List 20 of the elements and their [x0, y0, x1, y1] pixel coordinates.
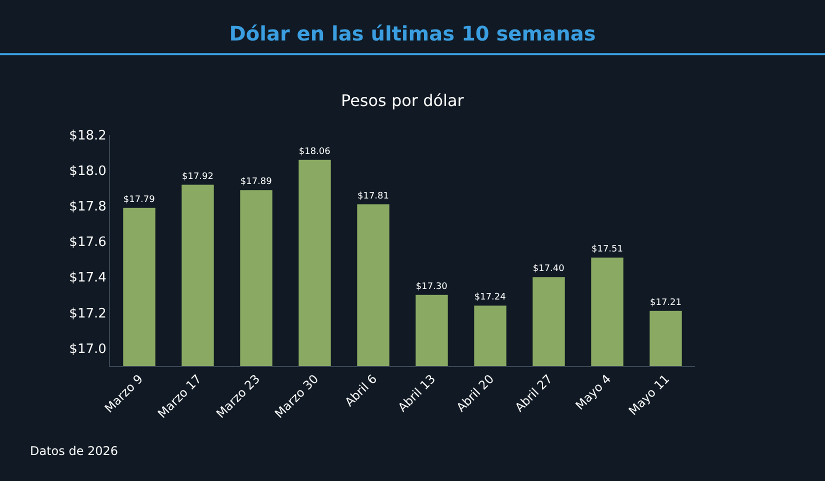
- data-label: $17.40: [532, 264, 565, 274]
- data-label: $17.92: [182, 172, 214, 182]
- data-label: $17.89: [240, 177, 272, 188]
- data-label: $17.79: [123, 194, 156, 205]
- y-tick-label: $18.0: [69, 164, 106, 180]
- y-tick-label: $18.2: [69, 128, 106, 144]
- data-label: $17.30: [416, 282, 448, 292]
- y-tick-label: $17.2: [69, 306, 106, 322]
- data-label: $17.24: [474, 292, 506, 303]
- y-tick-label: $17.4: [69, 270, 106, 286]
- data-label: $17.81: [358, 191, 389, 202]
- y-tick-label: $17.8: [69, 200, 106, 215]
- y-tick-label: $17.0: [69, 342, 106, 357]
- chart-title: Dólar en las últimas 10 semanas: [229, 22, 596, 46]
- data-label: $18.06: [298, 146, 331, 157]
- data-label: $17.51: [592, 244, 623, 255]
- chart-subtitle: Pesos por dólar: [341, 91, 464, 110]
- text: Datos de 2026: [30, 444, 118, 458]
- y-tick-label: $17.6: [69, 235, 106, 250]
- data-label: $17.21: [650, 298, 682, 308]
